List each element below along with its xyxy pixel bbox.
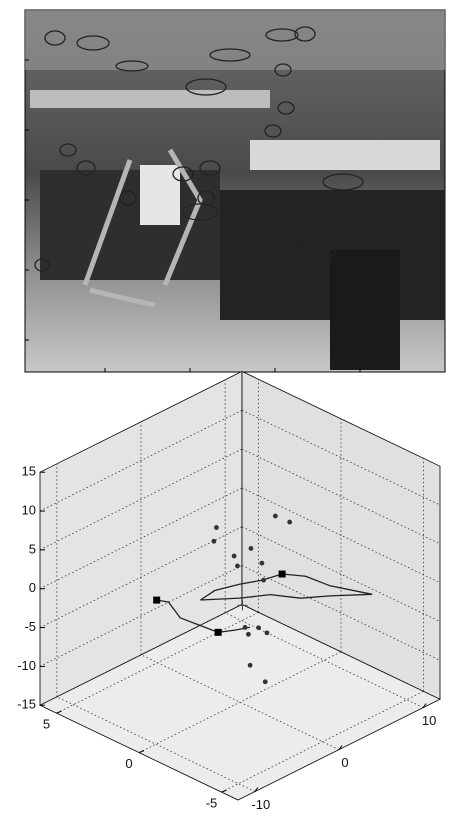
page: -15-10-5051015-10010-505 (() => { const … xyxy=(0,0,455,828)
feature-point xyxy=(259,561,264,566)
y-tick-label: 0 xyxy=(125,756,132,771)
y-tick-label: 5 xyxy=(43,717,50,732)
feature-point xyxy=(256,625,261,630)
feature-point xyxy=(214,525,219,530)
z-tick-label: 10 xyxy=(22,502,36,517)
plot-3d: -15 -10 -5 0 5 10 15 -10 0 10 -5 0 5 xyxy=(17,371,440,812)
z-tick-label: -15 xyxy=(17,697,36,712)
x-tick-label: -10 xyxy=(251,797,270,812)
camera-marker xyxy=(153,597,160,604)
z-tick-label: -5 xyxy=(24,619,36,634)
feature-point xyxy=(263,679,268,684)
z-tick-label: 5 xyxy=(29,541,36,556)
feature-point xyxy=(273,514,278,519)
scene-photo xyxy=(25,10,445,372)
x-tick-label: 0 xyxy=(341,755,348,770)
feature-point xyxy=(287,520,292,525)
feature-point xyxy=(248,663,253,668)
feature-point xyxy=(212,539,217,544)
camera-marker xyxy=(279,571,286,578)
feature-point xyxy=(246,632,251,637)
y-tick-label: -5 xyxy=(206,796,218,811)
z-tick-label: 15 xyxy=(22,464,36,479)
x-tick-label: 10 xyxy=(422,713,436,728)
camera-marker xyxy=(215,629,222,636)
feature-point xyxy=(243,625,248,630)
feature-point xyxy=(232,554,237,559)
z-tick-label: -10 xyxy=(17,658,36,673)
feature-point xyxy=(265,630,270,635)
feature-point xyxy=(235,564,240,569)
feature-point xyxy=(261,578,266,583)
z-tick-label: 0 xyxy=(29,580,36,595)
figure: -15 -10 -5 0 5 10 15 -10 0 10 -5 0 5 xyxy=(0,0,455,828)
feature-point xyxy=(249,546,254,551)
